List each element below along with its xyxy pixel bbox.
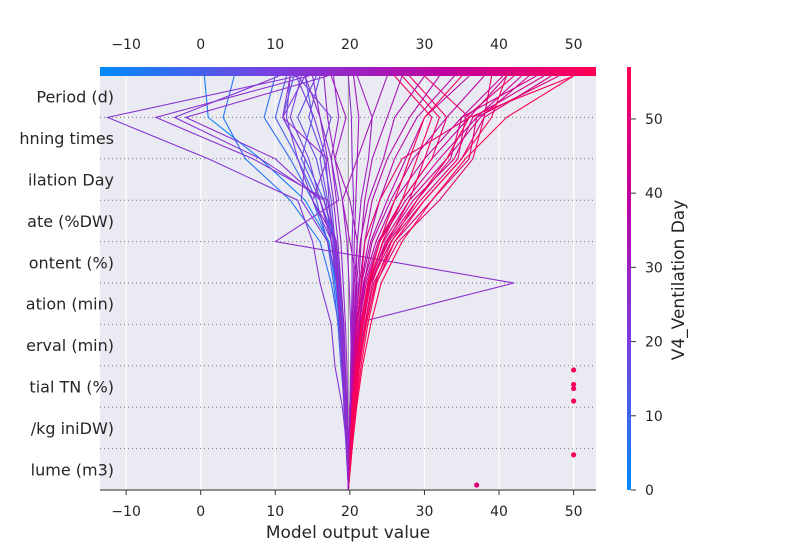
x-ticks-top: −10 0 10 20 30 40 50 bbox=[111, 37, 582, 53]
colorbar-label: V4_Ventilation Day bbox=[669, 200, 689, 361]
x-tick-label: 0 bbox=[196, 504, 205, 520]
feature-label: ation (min) bbox=[26, 295, 114, 314]
decision-line bbox=[347, 75, 574, 491]
outlier-point bbox=[571, 398, 577, 404]
x-tick-label-top: 0 bbox=[196, 37, 205, 53]
decision-line bbox=[105, 75, 349, 491]
feature-label: tial TN (%) bbox=[29, 378, 114, 397]
x-tick-label: 10 bbox=[266, 504, 284, 520]
x-tick-label: −10 bbox=[111, 504, 141, 520]
decision-line bbox=[330, 75, 349, 490]
feature-label: Period (d) bbox=[36, 88, 114, 107]
colorbar-tick-label: 40 bbox=[645, 186, 663, 202]
colorbar-tick-label: 50 bbox=[645, 112, 663, 128]
x-tick-label: 50 bbox=[565, 504, 583, 520]
colorbar bbox=[627, 67, 631, 490]
x-ticks-bottom: −10 0 10 20 30 40 50 bbox=[111, 490, 583, 520]
feature-label: hning times bbox=[19, 129, 114, 148]
decision-line bbox=[347, 75, 360, 491]
feature-label: /kg iniDW) bbox=[31, 419, 114, 438]
feature-label: ate (%DW) bbox=[27, 212, 114, 231]
colorbar-tick-label: 10 bbox=[645, 409, 663, 425]
top-color-strip bbox=[100, 67, 596, 76]
outlier-point bbox=[571, 381, 577, 388]
grid bbox=[125, 67, 575, 491]
decision-line bbox=[347, 75, 463, 491]
outlier-points bbox=[474, 367, 577, 488]
decision-line bbox=[282, 75, 349, 491]
colorbar-tick-label: 0 bbox=[645, 483, 654, 499]
decision-line bbox=[347, 75, 433, 491]
feature-label: ilation Day bbox=[28, 171, 114, 190]
feature-label: lume (m3) bbox=[31, 460, 114, 479]
outlier-point bbox=[571, 385, 577, 392]
x-tick-label: 30 bbox=[416, 504, 434, 520]
decision-line bbox=[304, 75, 349, 491]
colorbar-tick-label: 30 bbox=[645, 260, 663, 276]
decision-lines bbox=[105, 75, 574, 491]
outlier-point bbox=[571, 452, 577, 458]
x-tick-label-top: 50 bbox=[565, 37, 583, 53]
feature-label: erval (min) bbox=[26, 336, 114, 355]
colorbar-tick-label: 20 bbox=[645, 335, 663, 351]
x-tick-label-top: 20 bbox=[341, 37, 359, 53]
x-tick-label-top: −10 bbox=[111, 37, 141, 53]
feature-labels: Period (d) hning times ilation Day ate (%DW… bbox=[19, 88, 114, 480]
decision-line bbox=[347, 75, 574, 491]
x-tick-label: 40 bbox=[490, 504, 508, 520]
colorbar-ticks: 0 10 20 30 40 50 bbox=[631, 112, 663, 499]
outlier-point bbox=[571, 367, 577, 373]
x-tick-label-top: 30 bbox=[416, 37, 434, 53]
x-tick-label-top: 10 bbox=[266, 37, 284, 53]
x-tick-label: 20 bbox=[341, 504, 359, 520]
x-axis-label: Model output value bbox=[266, 523, 430, 543]
x-tick-label-top: 40 bbox=[490, 37, 508, 53]
decision-line bbox=[289, 75, 349, 491]
feature-label: ontent (%) bbox=[29, 253, 114, 272]
outlier-point bbox=[474, 482, 480, 488]
